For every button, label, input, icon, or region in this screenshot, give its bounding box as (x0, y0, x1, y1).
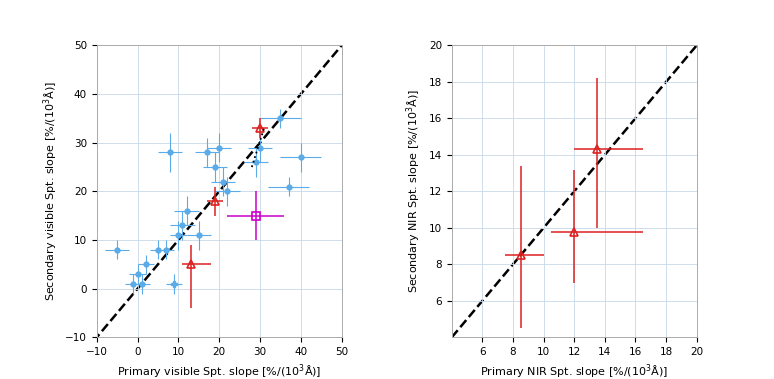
Y-axis label: Secondary visible Spt. slope [%/(10$^3$Å)]: Secondary visible Spt. slope [%/(10$^3$Å… (41, 81, 60, 301)
Y-axis label: Secondary NIR Spt. slope [%/(10$^3$Å)]: Secondary NIR Spt. slope [%/(10$^3$Å)] (405, 89, 423, 293)
X-axis label: Primary visible Spt. slope [%/(10$^3$Å)]: Primary visible Spt. slope [%/(10$^3$Å)] (117, 363, 321, 379)
X-axis label: Primary NIR Spt. slope [%/(10$^3$Å)]: Primary NIR Spt. slope [%/(10$^3$Å)] (480, 363, 668, 379)
